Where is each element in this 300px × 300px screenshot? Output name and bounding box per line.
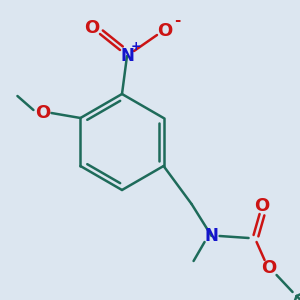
Text: -: - <box>174 14 180 28</box>
Text: O: O <box>261 259 276 277</box>
Text: N: N <box>205 227 218 245</box>
Text: O: O <box>84 19 100 37</box>
Text: O: O <box>35 104 50 122</box>
Text: +: + <box>131 40 141 53</box>
Text: N: N <box>120 47 134 65</box>
Text: O: O <box>254 197 269 215</box>
Text: O: O <box>158 22 172 40</box>
